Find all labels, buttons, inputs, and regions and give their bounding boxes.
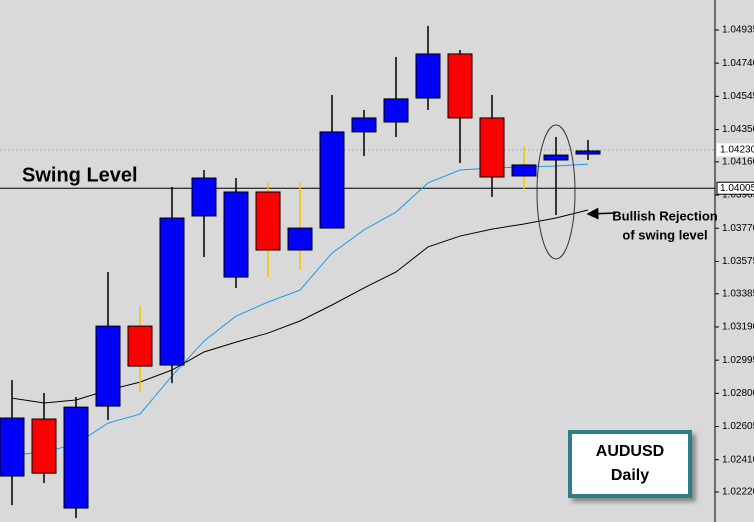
plot-area	[0, 25, 715, 519]
y-tick-label: 1.03190	[722, 322, 754, 333]
candle-body	[95, 325, 121, 407]
y-tick-label: 1.03385	[722, 288, 754, 299]
candle-body	[575, 150, 601, 155]
y-tick-label: 1.02605	[722, 421, 754, 432]
timeframe: Daily	[611, 467, 649, 484]
candle-body	[511, 164, 537, 177]
highlight-ellipse	[536, 124, 576, 260]
y-tick-label: 1.02410	[722, 454, 754, 465]
candle-body	[415, 53, 441, 99]
y-tick-label: 1.04935	[722, 25, 754, 36]
candle-body	[159, 217, 185, 366]
y-tick-label: 1.02995	[722, 355, 754, 366]
price-label: 1.04230	[720, 145, 754, 156]
price-box	[716, 143, 754, 157]
candle-body	[479, 117, 505, 178]
y-tick-label: 1.02220	[722, 487, 754, 498]
y-tick-label: 1.03575	[722, 256, 754, 267]
arrow	[586, 207, 617, 220]
price-label: 1.04005	[720, 183, 754, 194]
candle-body	[31, 418, 57, 474]
candle-body	[447, 53, 473, 119]
y-tick-label: 1.04545	[722, 91, 754, 102]
symbol: AUDUSD	[596, 443, 664, 460]
y-tick-label: 1.03965	[722, 190, 754, 201]
candle-body	[351, 117, 377, 133]
y-tick-label: 1.04160	[722, 156, 754, 167]
candle-body	[543, 154, 569, 161]
symbol-box	[568, 430, 692, 498]
annotation: Bullish Rejection	[612, 208, 718, 223]
candle-body	[63, 406, 89, 509]
y-tick-label: 1.04350	[722, 124, 754, 135]
candle-body	[255, 191, 281, 251]
candle-body	[0, 417, 25, 477]
candle-body	[223, 191, 249, 278]
y-tick-label: 1.03770	[722, 223, 754, 234]
annotation: of swing level	[622, 227, 707, 242]
y-tick-label: 1.02800	[722, 388, 754, 399]
swing-level-label: Swing Level	[22, 164, 138, 186]
y-tick-label: 1.04740	[722, 58, 754, 69]
candle-body	[127, 325, 153, 367]
price-box	[716, 181, 754, 195]
candle-body	[287, 227, 313, 251]
candle-body	[191, 177, 217, 217]
candle-body	[319, 131, 345, 229]
candle-body	[383, 98, 409, 123]
